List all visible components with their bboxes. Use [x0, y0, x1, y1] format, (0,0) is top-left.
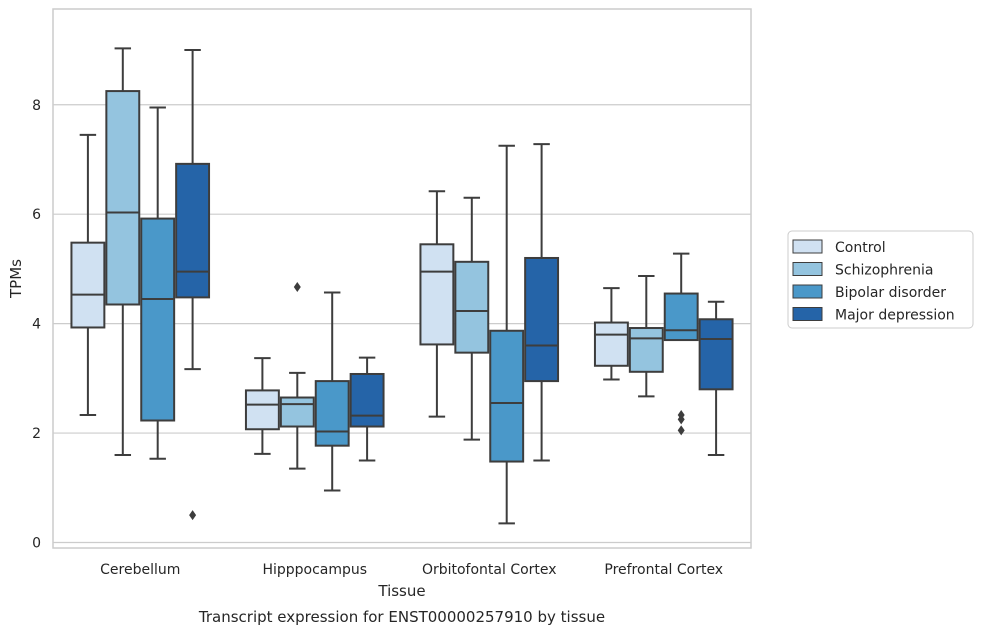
box-iqr: [244, 389, 280, 431]
box-iqr: [314, 380, 350, 447]
box-0-3: [175, 49, 211, 521]
box-3-3: [698, 300, 734, 456]
y-tick-label: 8: [32, 98, 41, 114]
legend: Control Schizophrenia Bipolar disorder Majo…: [787, 230, 974, 329]
box-iqr: [419, 243, 455, 346]
box-iqr: [628, 327, 664, 373]
box-marks: [70, 47, 734, 525]
box-1-0: [244, 357, 280, 455]
y-tick-label: 2: [32, 426, 41, 442]
x-tick-labels: Cerebellum Hipppocampus Orbitofontal Corte…: [100, 562, 723, 578]
legend-label: Schizophrenia: [835, 263, 933, 279]
box-3-1: [628, 275, 664, 398]
box-iqr: [279, 396, 315, 428]
box-iqr: [140, 217, 176, 422]
box-iqr: [454, 260, 490, 354]
box-3-2: [663, 252, 699, 436]
box-2-2: [489, 144, 525, 525]
y-tick-label: 6: [32, 207, 41, 223]
legend-label: Control: [835, 240, 886, 256]
legend-swatch: [792, 284, 823, 299]
legend-label: Major depression: [835, 308, 955, 324]
outlier-point: [677, 410, 685, 421]
box-iqr: [698, 318, 734, 391]
legend-swatch: [792, 262, 823, 276]
box-0-1: [105, 47, 141, 456]
x-tick-label: Hipppocampus: [262, 562, 367, 578]
box-iqr: [175, 162, 211, 299]
outlier-point: [293, 281, 301, 292]
outlier-point: [677, 425, 685, 436]
box-2-3: [524, 143, 560, 462]
y-axis-label: TPMs: [7, 259, 25, 299]
box-iqr: [593, 321, 629, 367]
box-0-0: [70, 133, 106, 417]
chart-caption: Transcript expression for ENST0000025791…: [198, 608, 605, 626]
plot-area: [52, 8, 752, 549]
x-tick-label: Prefrontal Cortex: [604, 562, 723, 578]
x-tick-label: Orbitofontal Cortex: [422, 562, 557, 578]
legend-label: Bipolar disorder: [835, 285, 946, 301]
legend-frame: [787, 230, 974, 329]
box-iqr: [70, 241, 106, 329]
x-axis-label: Tissue: [377, 582, 425, 600]
box-1-3: [349, 356, 385, 462]
y-tick-label: 0: [32, 536, 41, 552]
box-2-0: [419, 190, 455, 418]
y-tick-labels: 0 2 4 6 8: [32, 98, 41, 552]
legend-swatch: [792, 307, 823, 321]
box-3-0: [593, 287, 629, 381]
box-iqr: [105, 90, 141, 306]
box-iqr: [663, 292, 699, 342]
box-iqr: [524, 256, 560, 383]
legend-swatch: [792, 239, 823, 254]
box-iqr: [489, 329, 525, 463]
box-1-1: [279, 281, 315, 470]
box-2-1: [454, 196, 490, 441]
y-tick-label: 4: [32, 317, 41, 333]
box-0-2: [140, 106, 176, 460]
box-1-2: [314, 291, 350, 492]
outlier-point: [189, 510, 197, 521]
x-tick-label: Cerebellum: [100, 562, 180, 578]
box-iqr: [349, 372, 385, 428]
